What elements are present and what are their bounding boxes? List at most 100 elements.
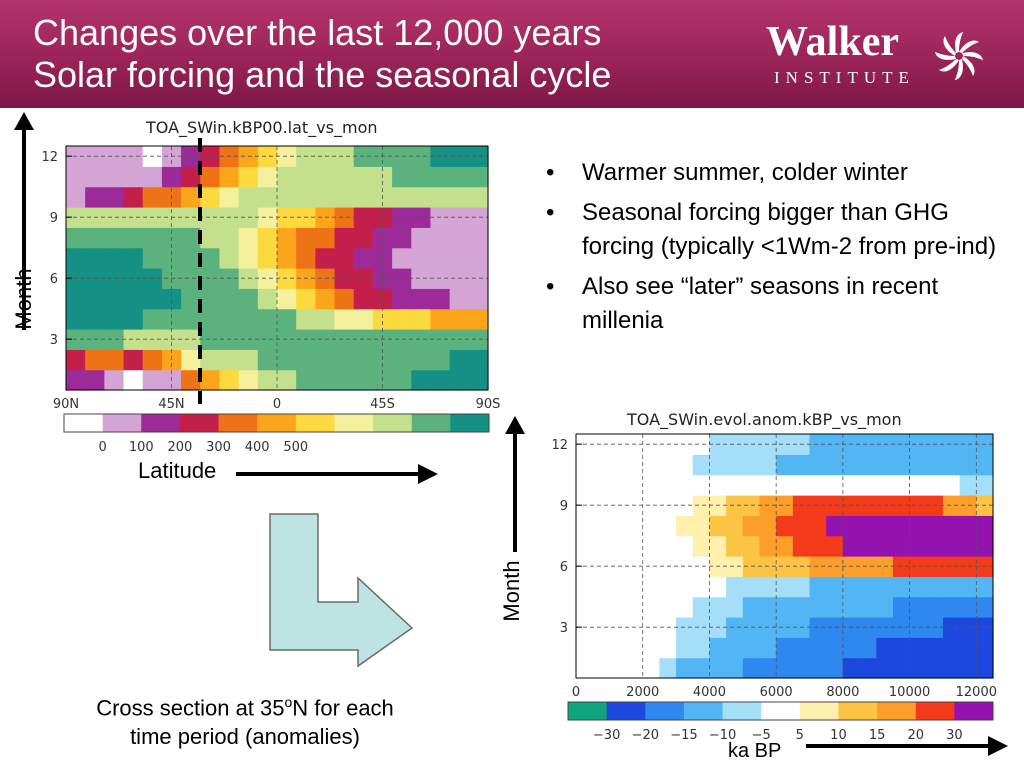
chart1-colorbar-swatch [334,414,374,432]
chart2-cell [909,535,927,557]
chart1-cell [334,308,355,330]
chart2-cell [859,637,877,659]
chart1-title: TOA_SWin.kBP00.lat_vs_mon [146,118,378,137]
bullet-list: • Warmer summer, colder winter • Seasonal … [540,156,1010,344]
chart2-cell [959,454,977,476]
chart1-cell [353,227,374,249]
chart2-cell [759,515,777,537]
chart1-y-tick-label: 6 [50,272,58,287]
chart1-cell [430,227,451,249]
chart1-cell [104,146,125,167]
chart2-cell [726,535,744,557]
chart2-cell [792,576,811,598]
chart1-cell [468,166,489,188]
chart2-colorbar-label: 10 [830,728,847,743]
chart1-cell [411,207,432,228]
chart2-cell [726,454,744,476]
chart1-cell [257,227,278,249]
chart1-cell [238,369,259,391]
chart2-cell [609,535,627,557]
chart1-y-tick-label: 3 [50,333,58,348]
chart2-cell [642,596,660,618]
chart1-cell [334,186,355,208]
chart2-y-tick-label: 6 [560,560,568,575]
chart2-cell [726,657,744,679]
chart2-cell [776,556,794,577]
chart2-cell [742,596,761,618]
chart2-cell [892,576,911,598]
chart2-cell [742,657,761,679]
chart1-cell [468,369,489,391]
chart1-cell [219,186,240,208]
chart1-cell [181,166,201,188]
chart2-colorbar-label: −20 [632,728,659,743]
chart2-title: TOA_SWin.evol.anom.kBP_vs_mon [627,410,902,429]
chart2-cell [876,637,894,659]
caption-line-1a: Cross section at 35 [96,695,285,721]
chart2-colorbar-swatch [722,702,762,720]
caption-line-2: time period (anomalies) [130,724,360,750]
chart1-cell [392,369,412,391]
chart1-cell [334,247,355,269]
chart1-cell [200,166,221,188]
chart2-cell [826,637,844,659]
chart2-cell [959,576,977,598]
chart1-cell [334,288,355,310]
chart2-cell [592,535,610,557]
chart1-cell [392,308,412,330]
chart2-colorbar-swatch [568,702,608,720]
chart1-cell [66,369,86,391]
logo-name: Walker [766,19,899,65]
chart2-cell [942,495,961,516]
chart2-cell [709,576,727,598]
chart1-cell [66,186,86,208]
chart1-cell [315,308,336,330]
chart2-cell [659,454,677,476]
month-label-left: Month [11,268,36,330]
chart1-cell [392,268,412,289]
chart1-colorbar-label: 200 [167,440,192,455]
chart2-cell [909,434,927,455]
chart2-cell [826,617,844,638]
chart1-cell [85,227,105,249]
chart1-cell [104,268,125,289]
chart1-cell [104,227,125,249]
chart1-cell [392,186,412,208]
chart1-cell [392,349,412,371]
chart2-cell [726,617,744,638]
chart1-colorbar-swatch [218,414,258,432]
chart2-cell [876,454,894,476]
chart1-cell [296,227,316,249]
chart1-cell [219,349,240,371]
chart1-cell [430,247,451,269]
chart2-cell [976,515,994,537]
chart1-colorbar-label: 300 [206,440,231,455]
chart2-cell [926,535,944,557]
chart2-colorbar-swatch [761,702,801,720]
chart2-cell [809,515,827,537]
chart1-cell [392,329,412,350]
chart2-cell [709,454,727,476]
chart2-cell [709,637,727,659]
chart1-cell [200,186,221,208]
chart1-x-tick-label: 0 [273,397,281,412]
chart1-cell [200,288,221,310]
chart2-cell [726,474,744,496]
chart2-cell [976,657,994,679]
chart1-cell [449,369,470,391]
chart1-cell [142,227,163,249]
chart2-cell [976,454,994,476]
chart2-colorbar-swatch [915,702,955,720]
chart2-cell [959,474,977,496]
chart1-cell [353,369,374,391]
chart1-cell [200,146,221,167]
chart2-cell [809,454,827,476]
chart1-cell [353,166,374,188]
chart1-cell [200,227,221,249]
chart2-cell [792,454,811,476]
chart2-colorbar-label: −10 [709,728,736,743]
chart2-cell [709,515,727,537]
chart2-colorbar-swatch [799,702,839,720]
chart2-cell [809,556,827,577]
chart1-cell [392,146,412,167]
